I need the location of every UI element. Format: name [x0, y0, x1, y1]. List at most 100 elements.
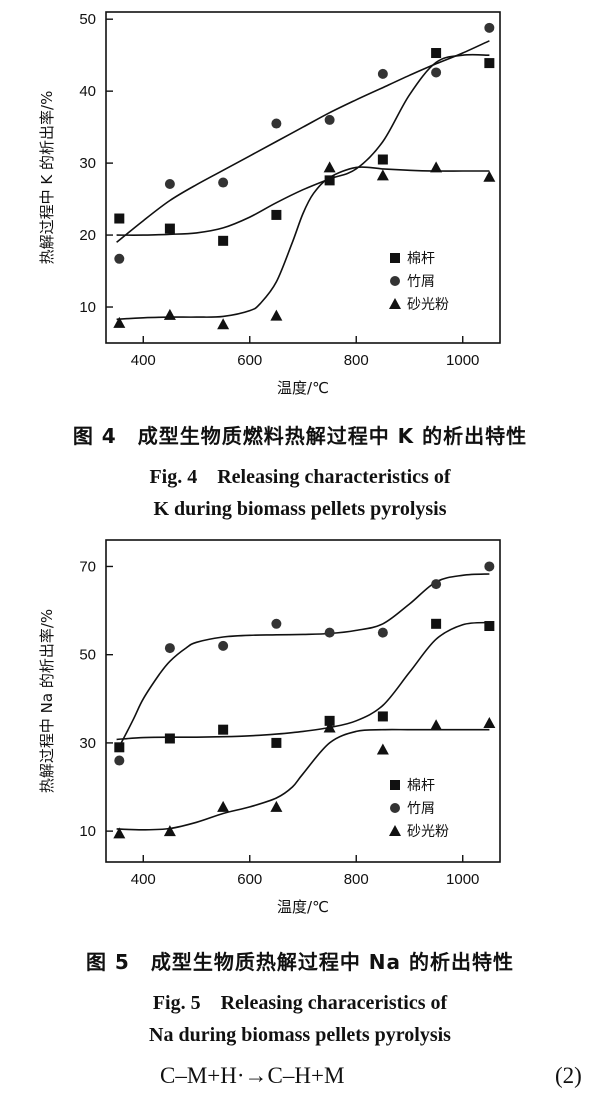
cotton-stalk-point	[271, 209, 282, 220]
bamboo-chips-point	[218, 640, 229, 651]
cotton-stalk-fit-curve	[116, 621, 490, 741]
legend-bamboo-chips-label: 竹屑	[407, 274, 435, 290]
y-tick-label: 50	[79, 647, 96, 664]
cotton-stalk-point	[164, 223, 175, 234]
figure-5-caption-en-line1: Fig. 5 Releasing characeristics of	[152, 992, 448, 1014]
bamboo-chips-point	[324, 114, 335, 125]
figure-5-plot: 400 600 800 1000 10 30 50 70 温度/℃ 热解过程中 Na 的析出率/%…	[38, 539, 501, 916]
sanding-powder-point	[430, 719, 443, 731]
cotton-stalk-point	[324, 175, 335, 186]
legend-bamboo-chips-marker	[390, 803, 400, 813]
y-tick-label: 50	[79, 11, 96, 28]
sanding-powder-point	[113, 316, 126, 328]
bamboo-chips-point	[377, 68, 388, 79]
sanding-powder-point	[270, 309, 283, 321]
bamboo-chips-point	[271, 618, 282, 629]
bamboo-chips-point	[218, 177, 229, 188]
cotton-stalk-point	[484, 621, 495, 632]
bamboo-chips-point	[324, 627, 335, 638]
bamboo-chips-point	[164, 178, 175, 189]
x-tick-label: 1000	[446, 871, 479, 888]
figure-5-caption-cn: 图 5 成型生物质热解过程中 Na 的析出特性	[85, 950, 515, 974]
legend-cotton-stalk-marker	[390, 253, 400, 263]
legend-sanding-powder-marker	[389, 298, 401, 309]
x-axis-label: 温度/℃	[277, 898, 329, 916]
sanding-powder-fit-curve	[116, 728, 490, 831]
bamboo-chips-point	[114, 755, 125, 766]
sanding-powder-point	[270, 800, 283, 812]
figure-5-caption-en-line2: Na during biomass pellets pyrolysis	[149, 1024, 451, 1046]
x-tick-label: 800	[344, 352, 369, 369]
x-axis-label: 温度/℃	[277, 379, 329, 397]
figure-5-chart: 400 600 800 1000 10 30 50 70 温度/℃ 热解过程中 Na 的析出率/%…	[0, 528, 600, 933]
equation-number: (2)	[555, 1063, 582, 1088]
bamboo-chips-point	[484, 22, 495, 33]
sanding-powder-point	[323, 161, 336, 173]
bamboo-chips-point	[431, 579, 442, 590]
cotton-stalk-point	[484, 58, 495, 69]
legend-sanding-powder-marker	[389, 825, 401, 836]
sanding-powder-point	[113, 827, 126, 839]
cotton-stalk-point	[431, 618, 442, 629]
bamboo-chips-point	[484, 561, 495, 572]
plot-frame	[105, 11, 501, 344]
legend-sanding-powder-label: 砂光粉	[407, 297, 449, 313]
bamboo-chips-point	[114, 253, 125, 264]
figure-4-caption-cn: 图 4 成型生物质燃料热解过程中 K 的析出特性	[72, 424, 528, 448]
x-tick-label: 600	[237, 352, 262, 369]
figure-4-chart: 400 600 800 1000 10 20 30 40 50 温度/℃ 热解过程中 K 的析出率/…	[0, 0, 600, 405]
y-tick-label: 20	[79, 227, 96, 244]
x-tick-label: 400	[131, 352, 156, 369]
cotton-stalk-point	[324, 715, 335, 726]
y-axis-label: 热解过程中 Na 的析出率/%	[38, 609, 56, 793]
legend-cotton-stalk-label: 棉杆	[407, 777, 435, 794]
figure-4-caption-en-line1: Fig. 4 Releasing characteristics of	[149, 466, 451, 488]
legend-sanding-powder-label: 砂光粉	[407, 824, 449, 840]
cotton-stalk-point	[114, 213, 125, 224]
sanding-powder-point	[163, 308, 176, 320]
cotton-stalk-point	[431, 48, 442, 59]
cotton-stalk-fit-curve	[116, 53, 490, 236]
y-tick-label: 40	[79, 83, 96, 100]
sanding-powder-point	[376, 743, 389, 755]
sanding-powder-point	[430, 161, 443, 173]
sanding-powder-point	[217, 318, 230, 330]
cotton-stalk-point	[218, 235, 229, 246]
y-tick-label: 10	[79, 823, 96, 840]
bamboo-chips-fit-curve	[116, 40, 490, 243]
legend-cotton-stalk-marker	[390, 780, 400, 790]
y-tick-label: 30	[79, 735, 96, 752]
y-tick-label: 70	[79, 558, 96, 575]
y-tick-label: 10	[79, 299, 96, 316]
bamboo-chips-point	[164, 643, 175, 654]
bamboo-chips-point	[431, 67, 442, 78]
sanding-powder-point	[323, 721, 336, 733]
cotton-stalk-point	[218, 724, 229, 735]
bamboo-chips-fit-curve	[115, 573, 490, 753]
equation: C–M+H·→C–H+M	[160, 1063, 345, 1088]
cotton-stalk-point	[377, 154, 388, 165]
y-tick-label: 30	[79, 155, 96, 172]
x-tick-label: 600	[237, 871, 262, 888]
bamboo-chips-point	[377, 627, 388, 638]
plot-frame	[105, 539, 501, 863]
y-axis-label: 热解过程中 K 的析出率/%	[38, 91, 56, 265]
figure-4-caption-en-line2: K during biomass pellets pyrolysis	[153, 498, 447, 520]
legend-cotton-stalk-label: 棉杆	[407, 250, 435, 267]
x-tick-label: 1000	[446, 352, 479, 369]
sanding-powder-point	[163, 825, 176, 837]
cotton-stalk-point	[271, 737, 282, 748]
x-tick-label: 400	[131, 871, 156, 888]
figure-4-plot: 400 600 800 1000 10 20 30 40 50 温度/℃ 热解过程中 K 的析出率/…	[38, 11, 501, 397]
cotton-stalk-point	[164, 733, 175, 744]
x-tick-label: 800	[344, 871, 369, 888]
sanding-powder-point	[483, 170, 496, 182]
sanding-powder-fit-curve	[116, 166, 490, 321]
sanding-powder-point	[483, 717, 496, 729]
legend-bamboo-chips-label: 竹屑	[407, 801, 435, 817]
sanding-powder-point	[217, 800, 230, 812]
bamboo-chips-point	[271, 118, 282, 129]
legend-bamboo-chips-marker	[390, 276, 400, 286]
sanding-powder-point	[376, 169, 389, 181]
cotton-stalk-point	[377, 711, 388, 722]
